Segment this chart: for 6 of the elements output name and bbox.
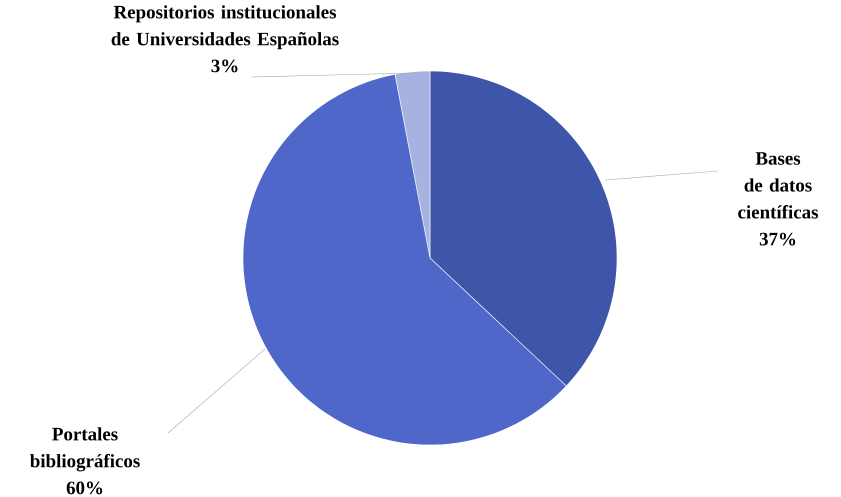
slice-label: Bases de datos científicas (738, 152, 818, 219)
slice-label: Portales bibliográficos (30, 427, 140, 472)
data-label: 60% (66, 482, 102, 494)
data-label: 37% (760, 232, 796, 246)
data-label: 3% (212, 60, 238, 72)
slice-label: Repositorios institucionales de Universidades Españolas (112, 5, 339, 50)
